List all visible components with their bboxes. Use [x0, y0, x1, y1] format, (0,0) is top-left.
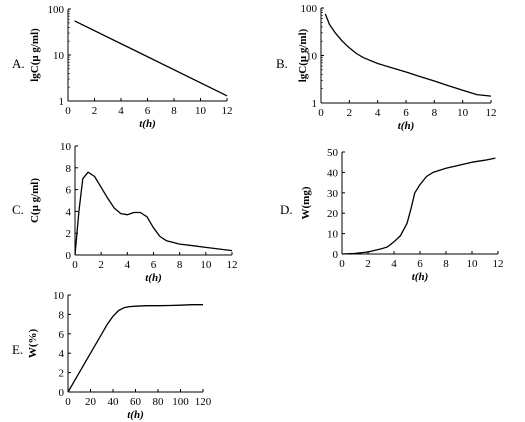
y-tick-label: 0: [66, 250, 72, 262]
panel-label: A.: [12, 56, 25, 71]
chart-panel-2: 0 2 4 6 8 10 12 1 10 100 t(h) lgC(μ g/ml) B.: [276, 3, 497, 132]
x-tick-label: 6: [403, 107, 409, 119]
y-tick-label: 8: [59, 309, 65, 321]
x-axis-label: t(h): [139, 118, 156, 130]
x-tick-label: 12: [493, 258, 504, 270]
series-line: [341, 157, 496, 255]
y-tick-label: 2: [59, 368, 65, 380]
x-tick-label: 120: [195, 396, 212, 408]
y-tick-label: 20: [327, 208, 339, 220]
chart-panel-4: 0 2 4 6 8 10 12 0 10 20 30 40 50 t(h) W(mg) D.: [280, 147, 504, 283]
y-tick-label: 4: [59, 348, 65, 360]
x-axis-label: t(h): [412, 271, 429, 283]
y-axis-label: W(%): [27, 329, 39, 359]
x-tick-label: 6: [417, 258, 423, 270]
x-tick-label: 10: [195, 105, 207, 117]
x-tick-label: 60: [130, 396, 142, 408]
y-tick-label: 0: [333, 249, 339, 261]
y-tick-label: 40: [327, 167, 339, 179]
x-tick-label: 8: [171, 105, 177, 117]
y-tick-label: 100: [301, 3, 318, 15]
x-tick-label: 0: [339, 258, 345, 270]
x-tick-label: 40: [108, 396, 120, 408]
x-tick-label: 2: [347, 107, 353, 119]
panel-label: D.: [280, 202, 293, 217]
x-tick-label: 2: [98, 259, 104, 271]
y-tick-label: 10: [53, 50, 65, 62]
x-tick-label: 0: [65, 105, 71, 117]
x-tick-label: 6: [151, 259, 157, 271]
x-tick-label: 10: [457, 107, 469, 119]
y-axis-label: W(mg): [300, 186, 312, 219]
y-tick-label: 10: [53, 290, 65, 302]
y-tick-label: 100: [48, 4, 65, 16]
x-tick-label: 4: [375, 107, 381, 119]
x-tick-label: 0: [318, 107, 324, 119]
x-tick-label: 10: [467, 258, 479, 270]
x-tick-label: 80: [153, 396, 165, 408]
x-axis-label: t(h): [145, 272, 162, 284]
x-tick-label: 0: [65, 396, 71, 408]
x-tick-label: 4: [118, 105, 124, 117]
x-tick-label: 8: [177, 259, 183, 271]
y-tick-label: 4: [66, 206, 72, 218]
y-tick-label: 1: [59, 96, 65, 108]
x-tick-label: 12: [227, 259, 238, 271]
panel-label: E.: [12, 342, 23, 357]
y-tick-label: 6: [59, 329, 65, 341]
x-tick-label: 10: [200, 259, 212, 271]
y-tick-label: 1: [312, 98, 318, 110]
y-axis-label: lgC(μ g/ml): [29, 28, 41, 82]
y-tick-label: 0: [59, 387, 65, 399]
chart-panel-1: 0 2 4 6 8 10 12 1 10 100 t(h) lgC(μ g/ml) A.: [12, 4, 233, 130]
y-tick-label: 10: [327, 229, 339, 241]
x-axis-label: t(h): [127, 409, 144, 421]
y-tick-label: 10: [306, 51, 318, 63]
x-tick-label: 4: [125, 259, 131, 271]
x-tick-label: 2: [365, 258, 371, 270]
x-tick-label: 20: [85, 396, 97, 408]
chart-panel-3: 0 2 4 6 8 10 12 0 2 4 6 8 10 t(h) C(μ g/ml) C.: [12, 141, 238, 284]
x-tick-label: 100: [172, 396, 189, 408]
x-tick-label: 4: [391, 258, 397, 270]
y-tick-label: 50: [327, 147, 339, 159]
x-tick-label: 12: [222, 105, 233, 117]
y-axis-label: lgC(μ g/ml): [297, 28, 309, 82]
y-tick-label: 10: [60, 141, 72, 153]
chart-panel-5: 0 20 40 60 80 100 120 0 2 4 6 8 10 t(h) W(%) E.: [12, 290, 212, 421]
y-tick-label: 30: [327, 188, 339, 200]
panel-label: C.: [12, 202, 24, 217]
series-line: [74, 171, 233, 256]
x-tick-label: 12: [486, 107, 497, 119]
x-tick-label: 6: [145, 105, 151, 117]
x-tick-label: 0: [72, 259, 78, 271]
y-tick-label: 8: [66, 163, 72, 175]
series-line: [67, 304, 203, 393]
x-tick-label: 8: [443, 258, 449, 270]
x-tick-label: 8: [432, 107, 438, 119]
y-tick-label: 6: [66, 185, 72, 197]
x-axis-label: t(h): [398, 120, 415, 132]
series-line: [324, 13, 492, 97]
panel-label: B.: [276, 56, 288, 71]
y-axis-label: C(μ g/ml): [29, 178, 41, 223]
y-tick-label: 2: [66, 228, 72, 240]
x-tick-label: 2: [92, 105, 98, 117]
series-line: [74, 20, 228, 97]
